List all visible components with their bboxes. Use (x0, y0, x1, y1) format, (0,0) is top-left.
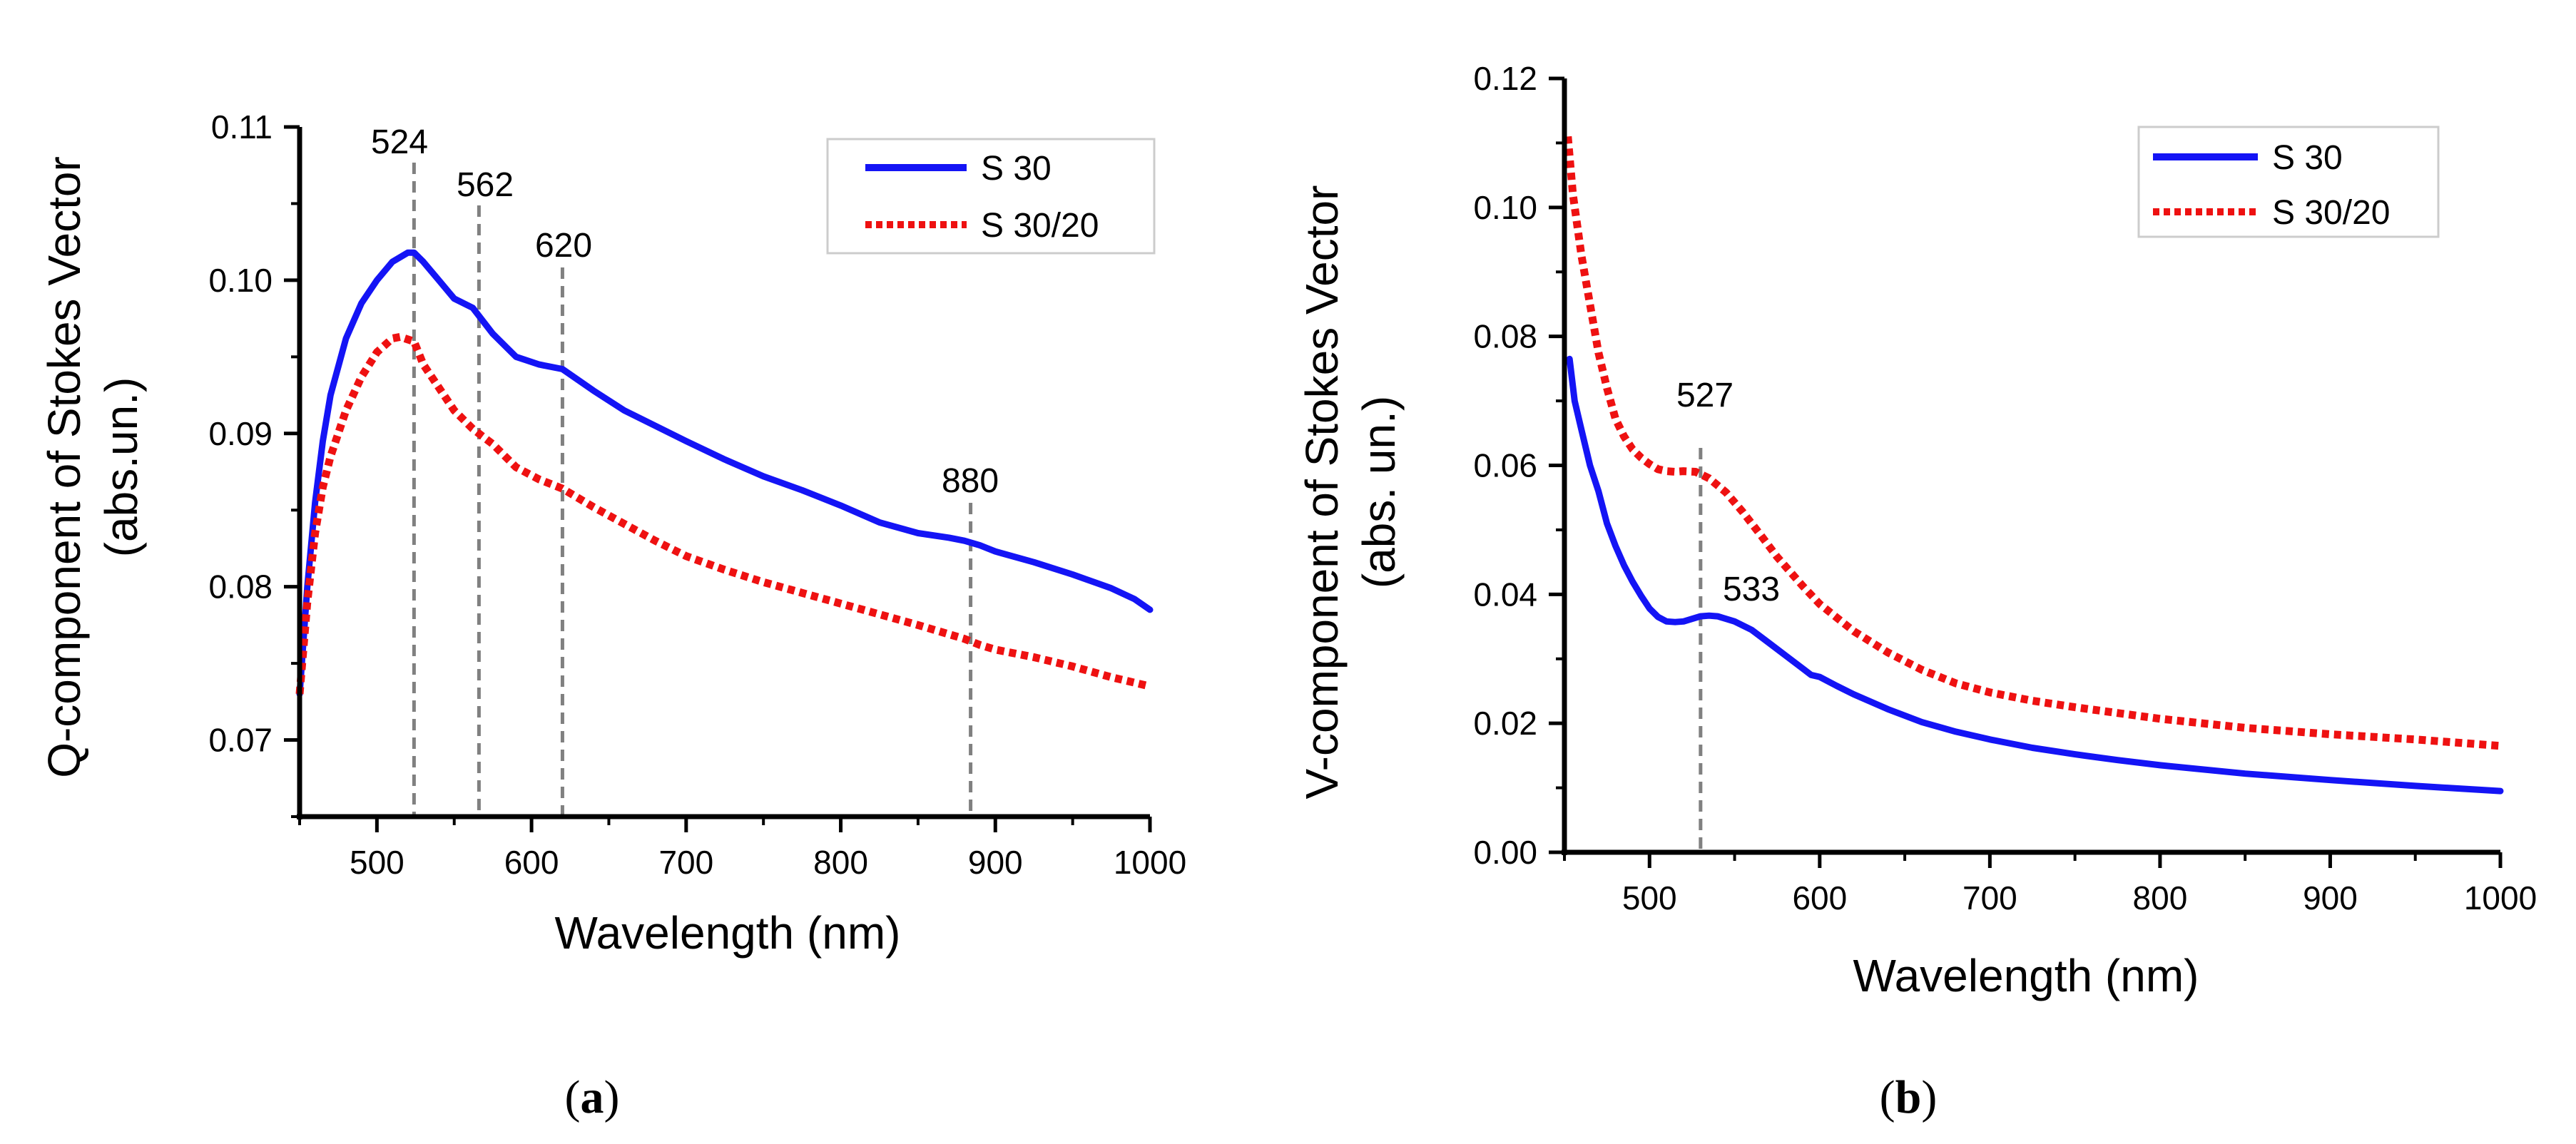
panel-b-legend: S 30 S 30/20 (2137, 126, 2440, 238)
panel-a-annotation-562: 562 (457, 166, 514, 204)
panel-b-caption: (b) (1880, 1071, 1938, 1123)
panel-b-x-axis-title: Wavelength (nm) (1853, 950, 2199, 1001)
panel-b-legend-label-s30: S 30 (2272, 139, 2343, 177)
panel-b-series-s3020 (1564, 136, 2501, 750)
panel-b-y-tick-label: 0.00 (1473, 834, 1537, 871)
panel-b-y-axis-title-line2: (abs. un.) (1353, 396, 1405, 588)
panel-a-series-s3020 (295, 332, 1151, 695)
panel-a-x-tick-label: 800 (813, 844, 868, 881)
panel-a-y-axis-title-line2: (abs.un.) (96, 377, 147, 558)
panel-a-series-s30 (296, 249, 1154, 698)
panel-a-x-tick-label: 900 (968, 844, 1023, 881)
panel-b-x-tick-label: 700 (1962, 879, 2017, 916)
panel-a-caption-letter: a (581, 1071, 604, 1123)
panel-a-y-tick-label: 0.10 (208, 262, 273, 299)
panel-a-y-tick-label: 0.09 (208, 415, 273, 452)
panel-a-x-tick-label: 600 (504, 844, 559, 881)
panel-a-y-tick-label: 0.08 (208, 568, 273, 606)
panel-a-caption: (a) (565, 1071, 620, 1123)
panel-b-annotation-527: 527 (1676, 377, 1734, 414)
panel-a-y-tick-label: 0.11 (211, 108, 273, 145)
panel-b-x-tick-label: 1000 (2464, 879, 2537, 916)
panel-a-legend-box (826, 138, 1156, 255)
svg-text:(b): (b) (1880, 1071, 1938, 1123)
panel-b-legend-label-s3020: S 30/20 (2272, 194, 2390, 232)
panel-b-caption-letter: b (1895, 1071, 1922, 1123)
panel-a-x-tick-label: 1000 (1114, 844, 1186, 881)
panel-b-y-tick-label: 0.08 (1473, 318, 1537, 355)
panel-a-y-tick-label: 0.07 (208, 722, 273, 759)
svg-text:(a): (a) (565, 1071, 620, 1123)
panel-b-y-tick-label: 0.12 (1473, 60, 1537, 97)
panel-a-x-tick-label: 700 (658, 844, 713, 881)
panel-b-x-tick-label: 500 (1622, 879, 1677, 916)
panel-b-series-s30 (1566, 355, 2504, 795)
panel-a-annotation-880: 880 (942, 462, 999, 500)
panel-b-annotation-533: 533 (1723, 571, 1780, 608)
panel-a-axes (297, 127, 1150, 819)
panel-a-annotation-524: 524 (371, 123, 428, 161)
panel-a-y-axis-title-line1: Q-component of Stokes Vector (39, 156, 90, 778)
panel-a-x-axis-title: Wavelength (nm) (555, 907, 901, 959)
panel-b: 500 600 700 800 900 1000 0.00 0.02 0.04 0.06 0.08 0… (1296, 60, 2537, 1123)
panel-b-x-tick-label: 800 (2133, 879, 2188, 916)
panel-a: 500 600 700 800 900 10000.070.080.090.100.11 … (39, 108, 1186, 1123)
panel-b-y-tick-label: 0.04 (1473, 576, 1537, 613)
panel-a-legend: S 30 S 30/20 (826, 138, 1156, 255)
panel-b-x-tick-label: 900 (2303, 879, 2358, 916)
panel-b-y-axis-title-line1: V-component of Stokes Vector (1296, 185, 1348, 800)
panel-a-annotation-620: 620 (535, 227, 592, 265)
panel-a-x-tick-label: 500 (350, 844, 404, 881)
panel-a-legend-label-s3020: S 30/20 (981, 207, 1099, 245)
panel-b-legend-box (2137, 126, 2440, 238)
panel-b-y-tick-label: 0.10 (1473, 189, 1537, 226)
panel-b-y-tick-label: 0.06 (1473, 447, 1537, 484)
panel-b-y-tick-label: 0.02 (1473, 705, 1537, 742)
panel-a-legend-label-s30: S 30 (981, 150, 1052, 188)
panel-b-x-tick-label: 600 (1792, 879, 1847, 916)
